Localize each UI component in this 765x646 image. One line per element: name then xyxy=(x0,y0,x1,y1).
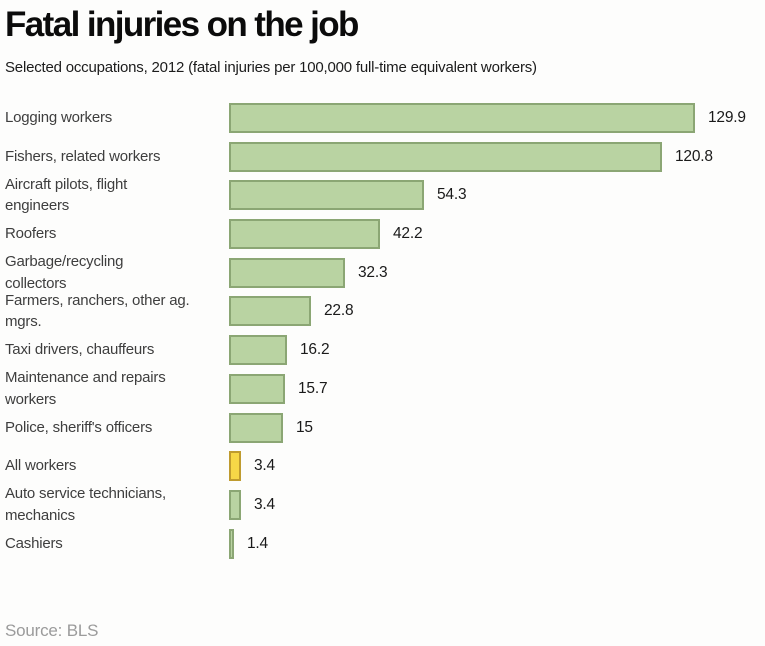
bar-row: Police, sheriff's officers 15 xyxy=(5,412,765,443)
bar-row: Maintenance and repairs workers 15.7 xyxy=(5,369,765,408)
chart-subtitle: Selected occupations, 2012 (fatal injuri… xyxy=(5,59,537,76)
bar xyxy=(229,373,285,404)
bar xyxy=(229,180,424,211)
bar-label: Aircraft pilots, flight engineers xyxy=(5,175,128,215)
bar-value: 15 xyxy=(296,418,313,436)
bar-value: 22.8 xyxy=(324,302,354,320)
bar xyxy=(229,103,695,133)
bar-row: Garbage/recycling collectors 32.3 xyxy=(5,253,765,292)
bar-label: Maintenance and repairs workers xyxy=(5,369,166,408)
bar-label: Police, sheriff's officers xyxy=(5,418,153,436)
bar-row: Auto service technicians, mechanics 3.4 xyxy=(5,485,765,524)
bar xyxy=(229,296,311,327)
bar-label: Cashiers xyxy=(5,534,63,552)
bar-label: Taxi drivers, chauffeurs xyxy=(5,341,155,359)
bar-row: Roofers 42.2 xyxy=(5,219,765,250)
bar xyxy=(229,141,662,172)
bar-value: 32.3 xyxy=(358,263,388,281)
bar-label: Fishers, related workers xyxy=(5,147,161,165)
bar xyxy=(229,219,380,250)
bar-label: Auto service technicians, mechanics xyxy=(5,485,166,524)
bar-value: 42.2 xyxy=(393,225,423,243)
bar-value: 15.7 xyxy=(298,379,328,397)
bar xyxy=(229,412,283,443)
bar-label: Roofers xyxy=(5,225,57,243)
bar-row: All workers 3.4 xyxy=(5,451,765,482)
bar-highlight xyxy=(229,451,241,482)
bar xyxy=(229,257,345,288)
bar-row: Cashiers 1.4 xyxy=(5,528,765,559)
bar-chart: Logging workers 129.9 Fishers, related wor… xyxy=(5,103,765,559)
bar-row: Logging workers 129.9 xyxy=(5,103,765,133)
bar-value: 1.4 xyxy=(247,534,268,552)
source-note: Source: BLS xyxy=(5,620,99,640)
bar-row: Fishers, related workers 120.8 xyxy=(5,141,765,172)
bar-value: 129.9 xyxy=(708,109,746,126)
bar-value: 54.3 xyxy=(437,186,467,204)
bar-label: Farmers, ranchers, other ag. mgrs. xyxy=(5,291,190,331)
bar-label: All workers xyxy=(5,457,77,475)
bar-row: Farmers, ranchers, other ag. mgrs. 22.8 xyxy=(5,292,765,331)
bar-value: 3.4 xyxy=(254,457,275,475)
bar xyxy=(229,335,287,366)
page-title: Fatal injuries on the job xyxy=(5,5,359,44)
bar-value: 3.4 xyxy=(254,495,275,513)
bar xyxy=(229,489,241,520)
bar-value: 16.2 xyxy=(300,341,330,359)
bar-row: Taxi drivers, chauffeurs 16.2 xyxy=(5,335,765,366)
bar-label: Garbage/recycling collectors xyxy=(5,253,124,292)
bar xyxy=(229,528,234,559)
bar-value: 120.8 xyxy=(675,147,713,165)
bar-row: Aircraft pilots, flight engineers 54.3 xyxy=(5,176,765,215)
bar-label: Logging workers xyxy=(5,109,113,127)
